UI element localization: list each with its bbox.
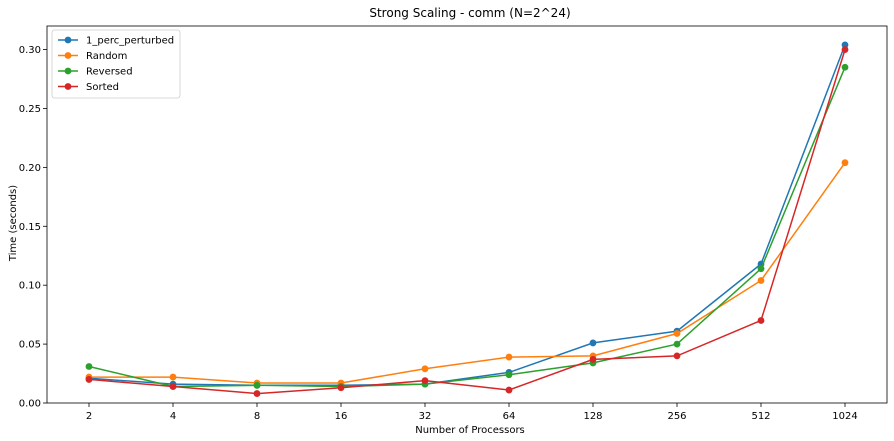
data-point [421,365,429,373]
data-point [841,46,849,53]
data-point [841,41,849,49]
legend-label: Sorted [86,82,119,93]
data-point [505,371,513,379]
data-point [757,317,765,324]
y-tick-label: 0.30 [19,45,41,56]
data-point [85,376,93,383]
series-line-0 [88,44,846,387]
data-point [337,384,345,392]
data-point [505,386,513,394]
x-tick-label: 128 [583,411,602,422]
legend-label: Reversed [86,67,133,78]
series-line-1 [89,162,846,384]
data-point [589,356,597,363]
data-point [673,340,681,348]
data-point [673,352,681,360]
x-tick-label: 16 [335,411,348,422]
data-point [505,353,513,361]
data-point [673,330,681,337]
axes-frame [46,25,888,404]
data-point [757,265,765,273]
y-tick-label: 0.05 [19,340,41,351]
y-tick-label: 0.25 [19,104,41,115]
data-point [253,381,261,389]
legend-swatch-marker [64,52,72,59]
chart-title: Strong Scaling - comm (N=2^24) [369,6,570,20]
x-tick-label: 8 [254,411,260,422]
data-point [841,159,849,167]
data-point [169,383,177,390]
x-tick-label: 2 [86,411,92,422]
x-tick-label: 512 [751,411,770,422]
x-tick-label: 64 [503,411,516,422]
x-axis-label: Number of Processors [415,425,525,436]
data-point [589,339,597,347]
x-tick-label: 4 [170,411,176,422]
legend: 1_perc_perturbed Random Reversed Sorted [51,29,181,99]
y-tick-label: 0.10 [19,281,41,292]
x-tick-label: 32 [419,411,432,422]
plot-area: 2 4 8 16 32 64 128 256 512 1024 0.00 0.05 0.10 0.15 0.… [19,25,888,422]
data-point [421,377,429,385]
y-tick-label: 0.00 [19,399,41,410]
legend-label: Random [86,51,127,62]
x-tick-label: 1024 [832,411,857,422]
legend-swatch-marker [64,36,72,44]
legend-swatch-marker [64,83,72,90]
data-point [169,373,177,381]
legend-label: 1_perc_perturbed [86,36,174,47]
y-axis-label: Time (seconds) [8,185,19,262]
series-line-2 [88,66,846,388]
data-point [85,363,93,370]
data-point [253,390,261,397]
data-point [757,277,765,284]
y-tick-label: 0.15 [19,222,41,233]
legend-box [51,29,181,99]
data-point [841,63,849,71]
y-tick-label: 0.20 [19,163,41,174]
x-tick-label: 256 [667,411,686,422]
legend-swatch-marker [64,67,72,75]
series-line-3 [88,49,846,395]
